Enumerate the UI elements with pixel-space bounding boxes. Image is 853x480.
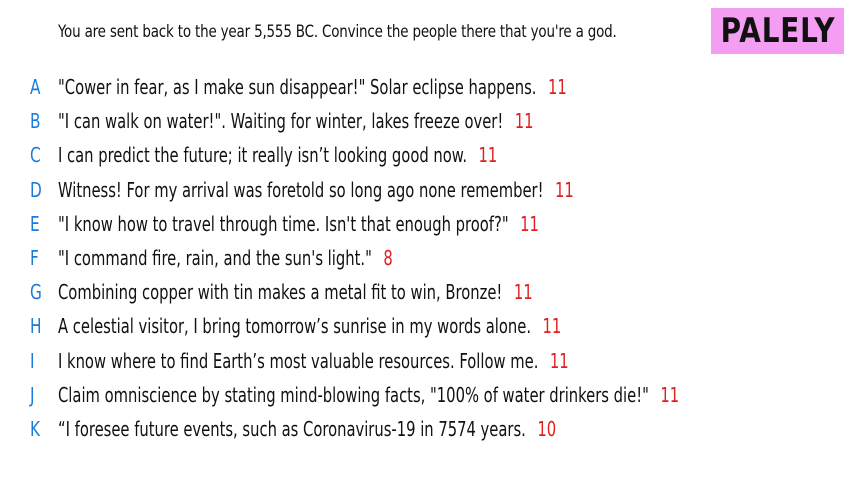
answer-letter: D [30,177,42,202]
answer-line: A celestial visitor, I bring tomorrow’s … [58,314,561,338]
answer-item: J Claim omniscience by stating mind-blow… [30,378,815,412]
answer-item: F "I command fire, rain, and the sun's l… [30,241,815,275]
answer-line: I know where to find Earth’s most valuab… [58,349,569,373]
answer-score: 11 [660,382,680,407]
answer-score: 11 [513,280,533,305]
answer-letter: H [30,314,42,339]
answer-line: "I can walk on water!". Waiting for wint… [58,109,534,133]
answer-text: "Cower in fear, as I make sun disappear!… [58,75,537,100]
prompt-text: You are sent back to the year 5,555 BC. … [58,22,617,42]
answer-line: Witness! For my arrival was foretold so … [58,178,574,202]
answer-item: E "I know how to travel through time. Is… [30,207,815,241]
answer-letter: K [30,416,41,441]
answer-item: B "I can walk on water!". Waiting for wi… [30,104,815,138]
answer-item: K “I foresee future events, such as Coro… [30,412,815,446]
answer-line: "Cower in fear, as I make sun disappear!… [58,75,567,99]
answer-line: “I foresee future events, such as Corona… [58,417,556,441]
answer-text: "I command fire, rain, and the sun's lig… [58,246,372,271]
answer-score: 11 [514,109,534,134]
answer-letter: J [30,382,35,407]
answer-letter: B [30,109,41,134]
answer-score: 11 [542,314,562,339]
answer-score: 8 [383,246,393,271]
answer-text: “I foresee future events, such as Corona… [58,416,526,441]
answer-line: "I know how to travel through time. Isn'… [58,212,539,236]
answer-text: A celestial visitor, I bring tomorrow’s … [58,314,532,339]
answer-line: "I command fire, rain, and the sun's lig… [58,246,393,270]
answer-score: 10 [537,416,557,441]
answer-text: "I can walk on water!". Waiting for wint… [58,109,504,134]
answer-letter: E [30,211,40,236]
badge-label: PALELY [720,11,835,51]
answer-item: I I know where to find Earth’s most valu… [30,344,815,378]
answer-item: H A celestial visitor, I bring tomorrow’… [30,309,815,343]
answer-letter: G [30,280,42,305]
answer-line: Claim omniscience by stating mind-blowin… [58,383,679,407]
answer-text: I can predict the future; it really isn’… [58,143,468,168]
answer-item: G Combining copper with tin makes a meta… [30,275,815,309]
answer-text: Claim omniscience by stating mind-blowin… [58,382,649,407]
answer-letter: A [30,75,41,100]
answer-item: C I can predict the future; it really is… [30,138,815,172]
answer-item: A "Cower in fear, as I make sun disappea… [30,70,815,104]
answer-text: Combining copper with tin makes a metal … [58,280,503,305]
answer-score: 11 [478,143,498,168]
answer-score: 11 [549,348,569,373]
answer-list: A "Cower in fear, as I make sun disappea… [30,70,815,446]
answer-letter: F [30,246,39,271]
answer-score: 11 [547,75,567,100]
answer-line: I can predict the future; it really isn’… [58,143,497,167]
answer-letter: I [30,348,35,373]
answer-text: I know where to find Earth’s most valuab… [58,348,539,373]
answer-text: "I know how to travel through time. Isn'… [58,211,509,236]
answer-score: 11 [555,177,574,202]
palely-badge: PALELY [711,8,844,54]
answer-text: Witness! For my arrival was foretold so … [58,177,544,202]
answer-line: Combining copper with tin makes a metal … [58,280,533,304]
answer-letter: C [30,143,41,168]
answer-score: 11 [520,211,539,236]
answer-item: D Witness! For my arrival was foretold s… [30,173,815,207]
